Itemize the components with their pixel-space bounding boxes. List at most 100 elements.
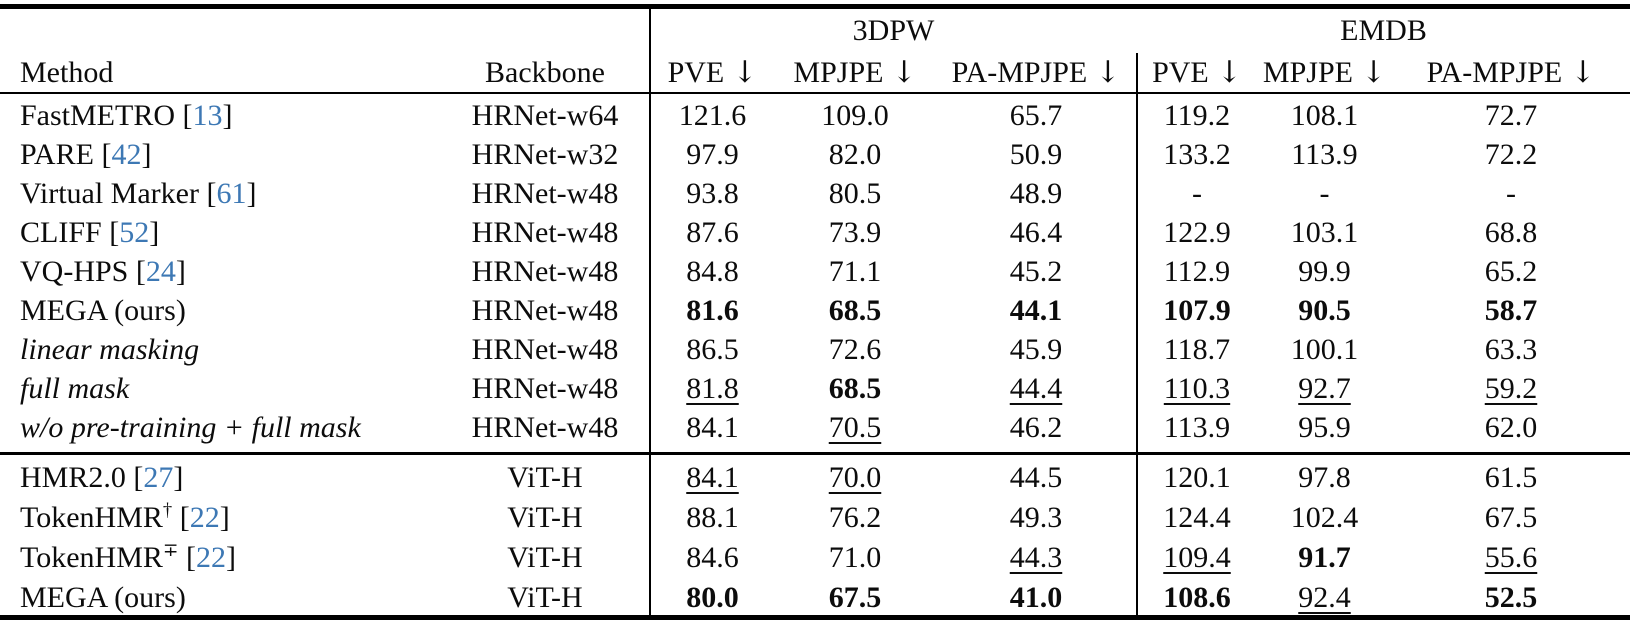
metric-value: 81.6 (686, 293, 739, 327)
metric-value: 44.4 (1009, 371, 1063, 405)
down-arrow-icon: ↓ (1360, 54, 1387, 90)
metric-value: 61.5 (1484, 461, 1538, 495)
metric-value: 81.8 (686, 371, 739, 405)
metric-value: 62.0 (1484, 410, 1538, 444)
metric-value: 107.9 (1163, 293, 1231, 327)
metric-label: PVE (667, 55, 725, 89)
metric-value: 70.0 (828, 461, 882, 495)
backbone-cell: ViT-H (507, 461, 583, 495)
metric-value: - (1319, 176, 1330, 210)
method-name: HMR2.0 (20, 461, 126, 495)
metric-value: 91.7 (1298, 541, 1351, 575)
column-header-emdb-pa-mpjpe: PA-MPJPE ↓ (1392, 57, 1630, 89)
table-row: FastMETRO [13] HRNet-w64 121.6 109.0 65.7 119… (0, 96, 1630, 135)
table-row: CLIFF [52] HRNet-w48 87.6 73.9 46.4 122.9 103.… (0, 213, 1630, 252)
metric-value: 87.6 (686, 215, 739, 249)
citation-link[interactable]: 42 (111, 137, 142, 171)
method-name: Virtual Marker (20, 176, 199, 210)
table-section-2: HMR2.0 [27] ViT-H 84.1 70.0 44.5 120.1 97.8 61.… (0, 458, 1630, 618)
citation-link[interactable]: 27 (143, 461, 174, 495)
metric-value: 108.1 (1290, 98, 1359, 132)
column-header-3dpw-pve: PVE ↓ (650, 57, 775, 89)
table-header-rule (0, 92, 1630, 94)
metric-label: MPJPE (1262, 55, 1353, 89)
table-body: FastMETRO [13] HRNet-w64 121.6 109.0 65.7 119… (0, 96, 1630, 618)
method-name: MEGA (ours) (20, 581, 186, 615)
table-top-rule (0, 4, 1630, 9)
down-arrow-icon: ↓ (1216, 54, 1242, 90)
table-row: MEGA (ours) ViT-H 80.0 67.5 41.0 108.6 92.4 52.… (0, 578, 1630, 618)
metric-value: 72.6 (828, 332, 882, 366)
backbone-cell: HRNet-w48 (471, 293, 619, 327)
metric-value: 45.9 (1009, 332, 1063, 366)
metric-label: PVE (1152, 55, 1209, 89)
metric-value: 50.9 (1009, 137, 1063, 171)
metric-value: 82.0 (828, 137, 882, 171)
method-cell: MEGA (ours) (0, 295, 440, 327)
backbone-cell: HRNet-w64 (471, 98, 619, 132)
table-mid-rule (0, 452, 1630, 455)
method-name: MEGA (ours) (20, 293, 186, 327)
citation-link[interactable]: 61 (216, 176, 247, 210)
metric-value: 55.6 (1484, 541, 1538, 575)
method-name: linear masking (20, 332, 200, 366)
table-row: MEGA (ours) HRNet-w48 81.6 68.5 44.1 107.9 90.… (0, 291, 1630, 330)
metric-value: 97.8 (1298, 461, 1351, 495)
table-row: linear masking HRNet-w48 86.5 72.6 45.9 118.7… (0, 330, 1630, 369)
metric-value: 92.7 (1298, 371, 1351, 405)
backbone-cell: HRNet-w48 (471, 410, 619, 444)
metric-value: 59.2 (1484, 371, 1538, 405)
method-cell: FastMETRO [13] (20, 98, 233, 132)
metric-value: - (1192, 176, 1202, 210)
table-row: TokenHMR† [22] ViT-H 88.1 76.2 49.3 124.4 102.… (0, 498, 1630, 538)
metric-value: 71.1 (828, 254, 882, 288)
table-row: HMR2.0 [27] ViT-H 84.1 70.0 44.5 120.1 97.8 61.… (0, 458, 1630, 498)
metric-value: 118.7 (1163, 332, 1231, 366)
citation-link[interactable]: 22 (196, 541, 226, 575)
citation-link[interactable]: 24 (145, 254, 176, 288)
backbone-cell: ViT-H (507, 541, 583, 575)
citation-link[interactable]: 52 (119, 215, 150, 249)
method-cell: VQ-HPS [24] (20, 254, 186, 288)
method-cell: TokenHMR∓ [22] (20, 540, 236, 575)
method-cell: w/o pre-training + full mask (0, 412, 440, 444)
metric-value: 99.9 (1298, 254, 1351, 288)
method-name: VQ-HPS (20, 254, 129, 288)
method-cell: linear masking (0, 334, 440, 366)
column-header-3dpw-pa-mpjpe: PA-MPJPE ↓ (935, 57, 1137, 89)
citation-link[interactable]: 13 (192, 98, 223, 132)
column-header-backbone: Backbone (485, 55, 605, 89)
method-cell: PARE [42] (20, 137, 152, 171)
metric-value: 109.4 (1163, 541, 1231, 575)
metric-value: 67.5 (828, 581, 882, 615)
metric-value: 44.1 (1009, 293, 1063, 327)
backbone-cell: HRNet-w48 (471, 176, 619, 210)
metric-value: 88.1 (686, 501, 739, 535)
method-cell: Virtual Marker [61] (20, 176, 257, 210)
method-cell: MEGA (ours) (0, 582, 440, 614)
table-row: full mask HRNet-w48 81.8 68.5 44.4 110.3 92.7 5… (0, 369, 1630, 408)
backbone-cell: HRNet-w48 (471, 215, 619, 249)
vertical-rule-3dpw-emdb (1136, 53, 1138, 615)
metric-value: 93.8 (686, 176, 739, 210)
metric-value: 102.4 (1290, 501, 1359, 535)
column-header-3dpw-mpjpe: MPJPE ↓ (775, 57, 935, 89)
method-name: full mask (20, 371, 130, 405)
metric-value: 112.9 (1163, 254, 1231, 288)
metric-value: 119.2 (1163, 98, 1231, 132)
metric-value: 67.5 (1484, 501, 1538, 535)
table-bottom-rule (0, 615, 1630, 620)
method-cell: full mask (0, 373, 440, 405)
table-row: PARE [42] HRNet-w32 97.9 82.0 50.9 133.2 113.9… (0, 135, 1630, 174)
metric-value: 121.6 (678, 98, 747, 132)
metric-value: 84.8 (686, 254, 739, 288)
column-header-emdb-pve: PVE ↓ (1137, 57, 1257, 89)
citation-link[interactable]: 22 (189, 501, 220, 535)
metric-value: 100.1 (1290, 332, 1359, 366)
metric-value: - (1506, 176, 1516, 210)
metric-value: 46.4 (1009, 215, 1063, 249)
table-row: Virtual Marker [61] HRNet-w48 93.8 80.5 48.9… (0, 174, 1630, 213)
metric-value: 70.5 (828, 410, 882, 444)
metric-label: PA-MPJPE (1426, 55, 1563, 89)
metric-value: 72.2 (1484, 137, 1538, 171)
